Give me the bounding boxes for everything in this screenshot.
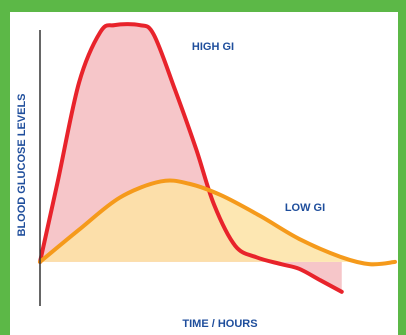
line	[38, 178, 397, 267]
line	[38, 22, 344, 294]
plot-area	[38, 22, 397, 294]
series-label: LOW GI	[285, 202, 325, 214]
series-label: HIGH GI	[192, 41, 234, 53]
x-axis-label: TIME / HOURS	[182, 318, 257, 330]
y-axis-label: BLOOD GLUCOSE LEVELS	[16, 93, 28, 236]
